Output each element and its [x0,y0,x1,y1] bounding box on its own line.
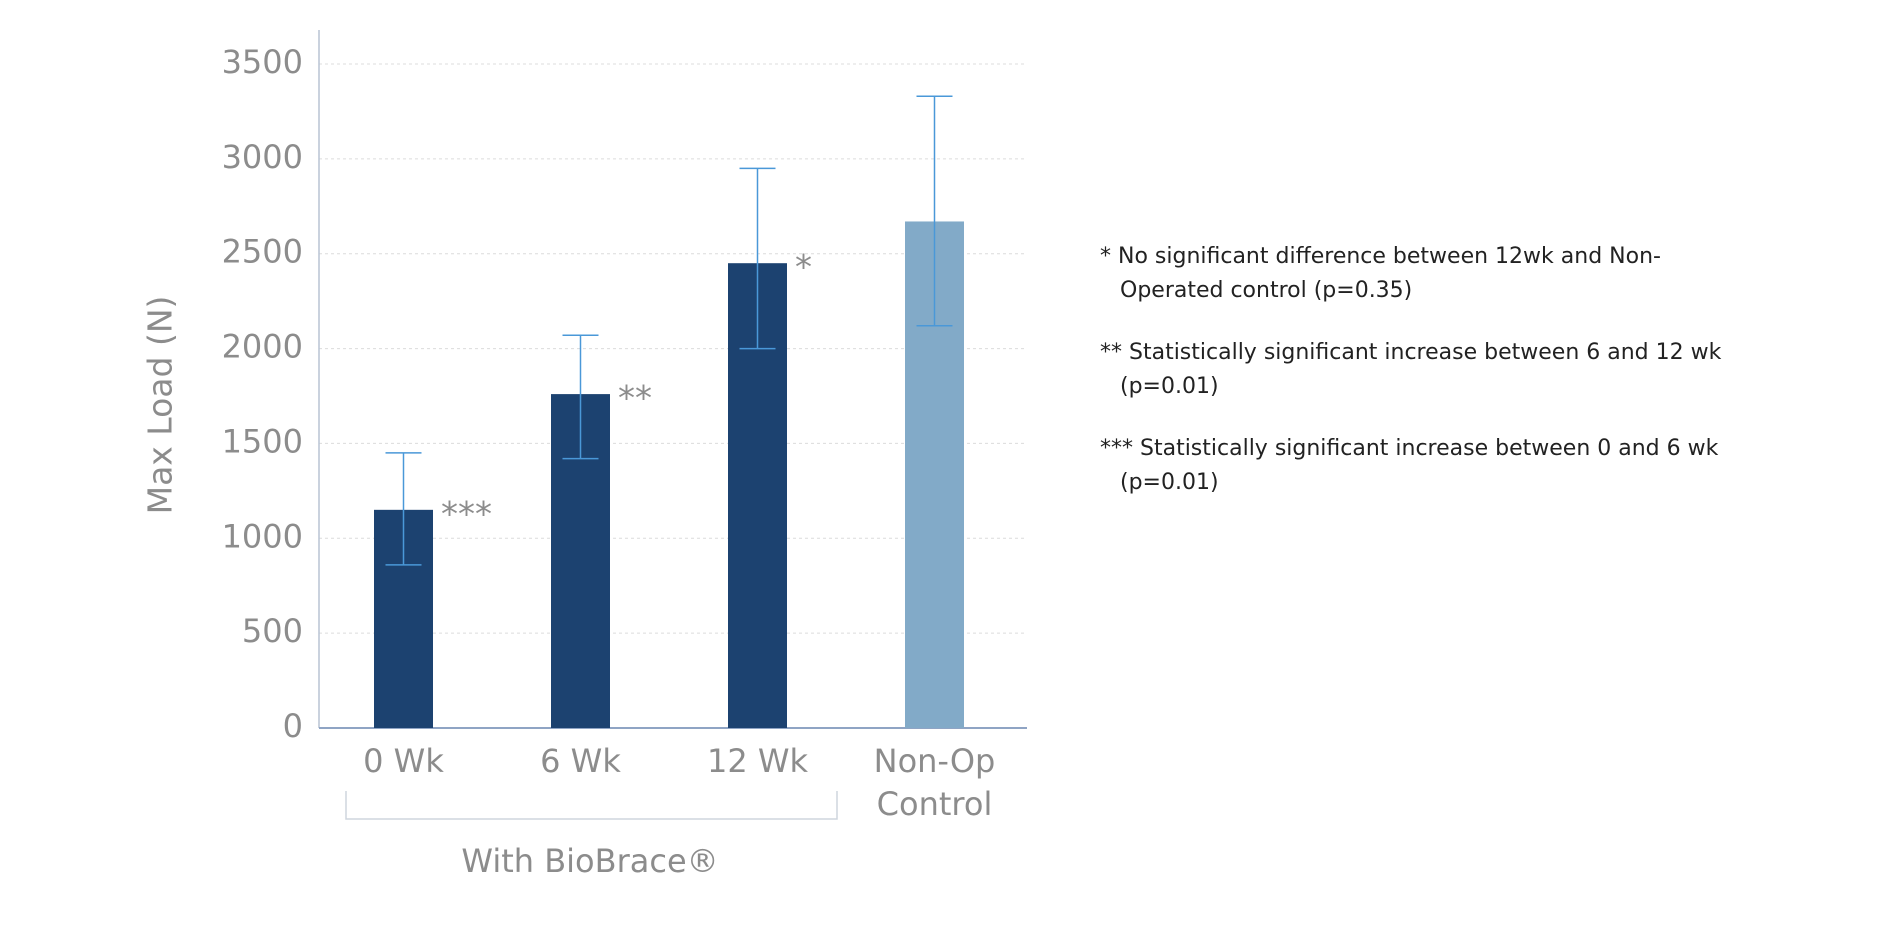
y-tick-label: 3000 [222,138,303,176]
error-bar [562,334,599,460]
note: *** Statistically significant increase b… [1100,436,1719,495]
note: ** Statistically significant increase be… [1100,340,1722,399]
error-bar [385,452,422,566]
y-tick-label: 0 [283,707,303,745]
y-tick-label: 3500 [222,43,303,81]
x-tick-label: Non-Op Control [873,742,996,823]
notes: * No significant difference between 12wk… [1100,240,1740,528]
x-tick-label: 6 Wk [540,742,621,780]
group-label: With BioBrace® [461,842,718,880]
significance-label: * [795,248,812,288]
y-tick-label: 2500 [222,233,303,271]
y-tick-label: 1500 [222,422,303,460]
significance-label: *** [441,494,492,534]
x-tick-label: 0 Wk [363,742,444,780]
y-tick-label: 500 [242,612,303,650]
note: * No significant difference between 12wk… [1100,244,1661,303]
y-tick-label: 2000 [222,328,303,366]
y-tick-label: 1000 [222,517,303,555]
y-axis-label: Max Load (N) [141,296,180,515]
error-bar [739,167,776,350]
group-bracket [345,791,838,820]
x-tick-label: 12 Wk [706,742,809,780]
significance-label: ** [618,379,652,419]
error-bar [916,95,953,327]
